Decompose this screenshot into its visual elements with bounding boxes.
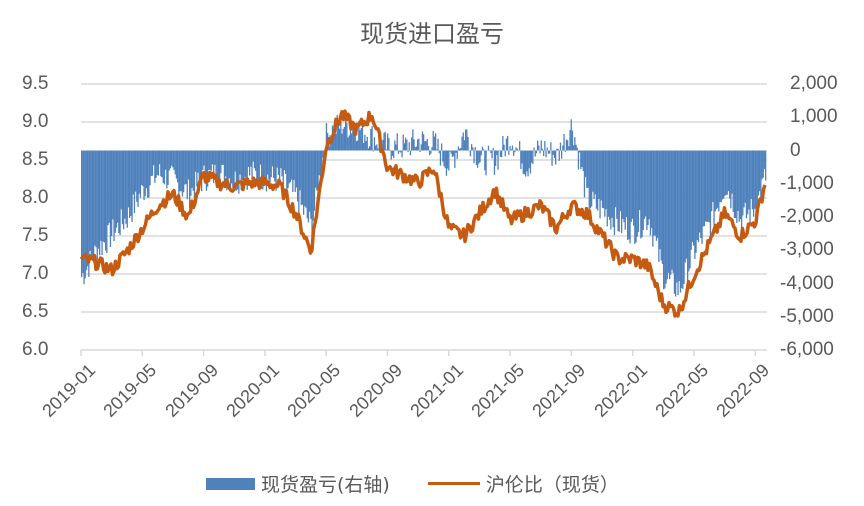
legend-line-label: 沪伦比（现货） [485,474,619,496]
legend-bar-label: 现货盈亏(右轴) [261,474,390,496]
right-y-tick-label: -1,000 [780,172,834,194]
right-y-tick-label: 0 [790,139,801,161]
legend: 现货盈亏(右轴) 沪伦比（现货） [206,470,619,497]
right-y-tick-label: -4,000 [780,272,834,294]
legend-bar-swatch [206,477,255,490]
profit-bars [81,112,767,297]
left-y-tick-label: 6.0 [22,339,49,360]
left-y-tick-label: 8.5 [22,149,49,170]
left-y-tick-label: 9.5 [22,73,49,94]
left-y-tick-label: 9.0 [22,111,49,132]
right-y-tick-label: 2,000 [790,73,838,94]
right-y-tick-label: 1,000 [790,106,838,128]
left-y-tick-label: 7.5 [22,225,49,246]
legend-line-swatch [427,482,480,485]
chart-title: 现货进口盈亏 [360,20,504,48]
right-y-tick-label: -3,000 [780,239,834,261]
right-y-tick-label: -6,000 [780,339,834,360]
left-y-tick-label: 8.0 [22,187,49,208]
ratio-line [79,109,767,318]
right-y-tick-label: -2,000 [780,206,834,227]
right-y-tick-label: -5,000 [780,305,834,327]
x-axis [80,349,767,356]
left-y-tick-label: 7.0 [22,263,49,284]
left-y-tick-label: 6.5 [22,301,49,322]
